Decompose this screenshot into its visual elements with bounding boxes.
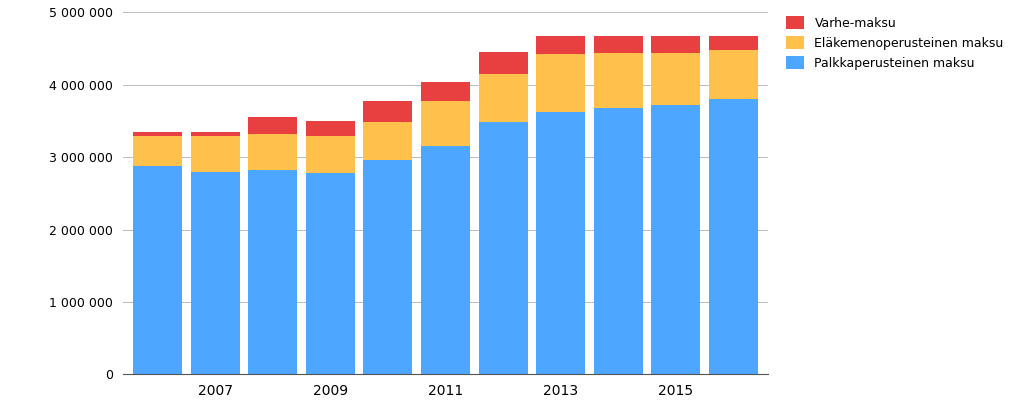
Bar [306, 173, 354, 374]
Bar [709, 36, 758, 50]
Bar [421, 146, 470, 374]
Bar [478, 74, 527, 122]
Bar [248, 134, 297, 170]
Bar [364, 122, 413, 160]
Bar [651, 53, 700, 105]
Bar [709, 99, 758, 374]
Bar [364, 160, 413, 374]
Bar [133, 136, 182, 166]
Bar [190, 172, 240, 374]
Bar [594, 108, 643, 374]
Bar [537, 111, 585, 374]
Bar [248, 117, 297, 134]
Bar [421, 82, 470, 101]
Bar [594, 36, 643, 53]
Bar [306, 121, 354, 136]
Bar [306, 136, 354, 173]
Bar [190, 136, 240, 172]
Bar [478, 52, 527, 74]
Bar [364, 101, 413, 122]
Bar [651, 105, 700, 374]
Bar [478, 122, 527, 374]
Bar [651, 36, 700, 53]
Bar [537, 54, 585, 111]
Bar [594, 53, 643, 108]
Bar [537, 36, 585, 54]
Bar [133, 166, 182, 374]
Bar [421, 101, 470, 146]
Bar [190, 132, 240, 136]
Bar [248, 170, 297, 374]
Bar [133, 132, 182, 136]
Legend: Varhe-maksu, Eläkemenoperusteinen maksu, Palkkaperusteinen maksu: Varhe-maksu, Eläkemenoperusteinen maksu,… [780, 12, 1009, 75]
Bar [709, 50, 758, 99]
